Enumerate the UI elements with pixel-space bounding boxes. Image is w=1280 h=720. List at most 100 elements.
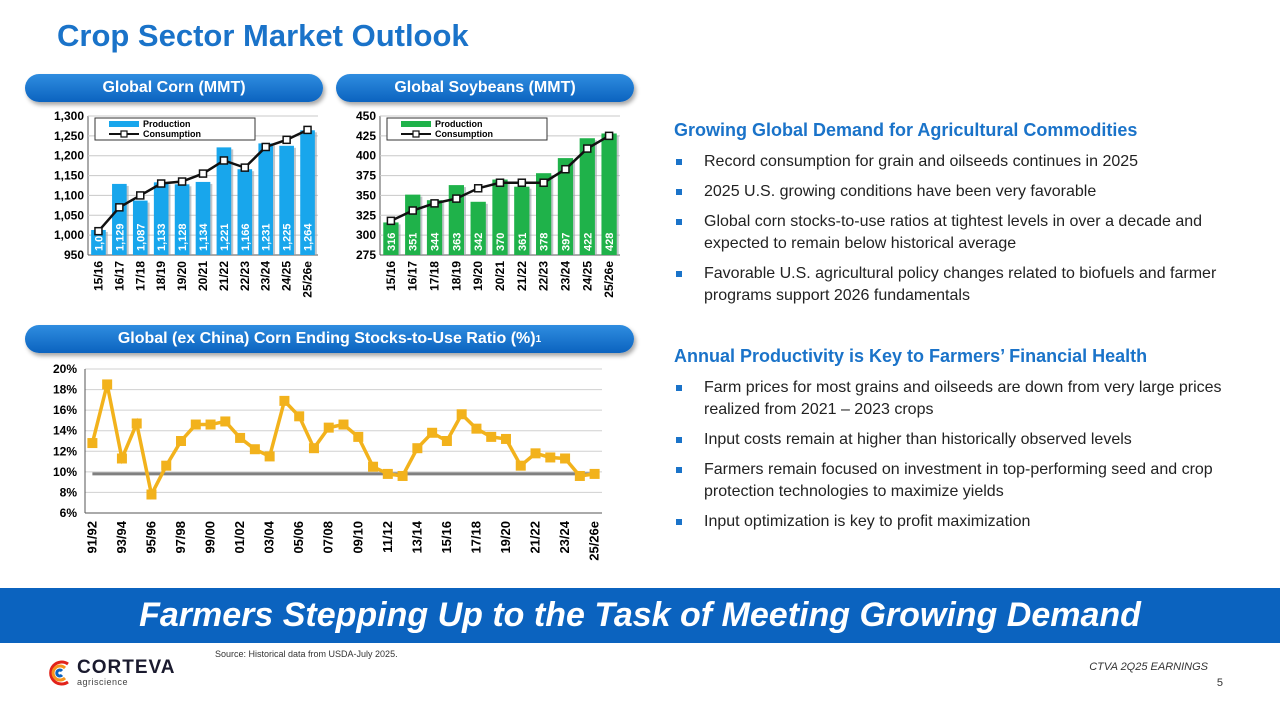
corn-consumption-marker [240, 163, 250, 172]
corn-production-bar [258, 143, 274, 255]
demand-section: Growing Global Demand for Agricultural C… [674, 120, 1254, 315]
corn-consumption-marker [177, 177, 187, 186]
corn-bar-data-label: 1,221 [219, 223, 231, 251]
stu-y-tick-label: 12% [53, 444, 77, 458]
demand-bullet: Record consumption for grain and oilseed… [674, 151, 1254, 173]
logo-name: CORTEVA [77, 657, 176, 678]
corn-bar-data-label: 1,133 [156, 223, 168, 251]
stu-marker [471, 423, 482, 434]
stu-marker [102, 379, 113, 390]
stu-marker [412, 443, 423, 454]
soy-x-tick-label: 16/17 [406, 261, 420, 291]
soy-bar-data-label: 316 [386, 233, 398, 251]
soy-y-tick-label: 275 [356, 248, 376, 262]
stu-marker [560, 453, 571, 464]
demand-bullet-text: 2025 U.S. growing conditions have been v… [704, 183, 1097, 200]
soy-bar-data-label: 351 [408, 233, 420, 251]
corn-bar-data-label: 1,129 [114, 223, 126, 251]
stu-marker [441, 436, 452, 446]
demand-bullet-list: Record consumption for grain and oilseed… [674, 151, 1254, 307]
stu-y-tick-label: 18% [53, 383, 77, 397]
corn-bar-data-label: 1,264 [303, 223, 315, 251]
corn-production-bar [91, 229, 106, 255]
stu-marker [574, 470, 585, 481]
stu-x-tick-label: 07/08 [321, 521, 336, 554]
productivity-bullet-text: Farmers remain focused on investment in … [704, 461, 1213, 500]
corn-production-bar [279, 145, 294, 255]
stu-y-tick-label: 20% [53, 362, 77, 376]
corn-y-tick-label: 1,200 [54, 149, 84, 163]
corn-x-tick-label: 17/18 [133, 261, 147, 291]
page-title: Crop Sector Market Outlook [57, 18, 469, 53]
stu-marker [323, 422, 334, 433]
soy-legend-consumption-marker [412, 130, 420, 138]
soy-bar-data-label: 342 [473, 233, 485, 251]
corn-x-tick-label: 18/19 [154, 261, 168, 291]
stu-marker [530, 448, 541, 459]
corn-consumption-marker [94, 226, 103, 236]
corn-production-bar [112, 183, 127, 255]
stu-chart-title-text: Global (ex China) Corn Ending Stocks-to-… [117, 330, 536, 347]
corn-bar-data-label: 1,128 [177, 223, 189, 251]
stu-x-tick-label: 13/14 [409, 520, 424, 553]
stu-marker [161, 460, 172, 471]
soy-production-bar [470, 201, 486, 255]
productivity-bullet-list: Farm prices for most grains and oilseeds… [674, 377, 1254, 533]
demand-bullet-text: Global corn stocks-to-use ratios at tigh… [704, 213, 1203, 252]
stu-x-tick-label: 91/92 [84, 521, 99, 554]
soy-y-tick-label: 325 [356, 208, 376, 222]
soy-y-tick-label: 450 [356, 109, 376, 123]
stu-x-tick-label: 97/98 [173, 521, 188, 554]
demand-bullet: 2025 U.S. growing conditions have been v… [674, 181, 1254, 203]
stu-marker [368, 461, 379, 472]
stu-marker [146, 489, 157, 500]
corn-y-tick-label: 1,250 [54, 129, 84, 143]
soy-legend-consumption-label: Consumption [435, 129, 493, 139]
corn-production-bar [174, 184, 190, 255]
soy-consumption-marker [539, 178, 548, 187]
corn-legend-consumption-marker [120, 130, 128, 138]
productivity-bullet: Farm prices for most grains and oilseeds… [674, 377, 1254, 421]
stu-marker [308, 443, 319, 454]
stu-marker [397, 470, 408, 481]
demand-bullet-text: Record consumption for grain and oilseed… [704, 153, 1139, 170]
stu-marker [515, 460, 526, 471]
corn-y-tick-label: 1,050 [54, 208, 84, 222]
stu-chart: 6% 8% 10% 12% 14% 16% 18% 20% 91/92 93/94 95/96 97/… [53, 362, 602, 561]
soy-consumption-marker [408, 206, 417, 215]
corn-bar-data-label: 1,231 [261, 223, 273, 251]
productivity-bullet: Farmers remain focused on investment in … [674, 459, 1254, 503]
soy-chart-title-text: Global Soybeans (MMT) [394, 79, 576, 96]
stu-x-tick-label: 95/96 [143, 521, 158, 554]
earnings-tag: CTVA 2Q25 EARNINGS [1089, 661, 1208, 673]
soy-consumption-marker [452, 194, 461, 203]
soy-production-bar [557, 158, 574, 255]
corteva-mark-icon [49, 660, 69, 685]
corn-y-tick-label: 1,300 [54, 109, 84, 123]
corn-y-tick-label: 1,100 [54, 188, 84, 202]
soy-x-tick-label: 21/22 [515, 261, 529, 291]
stu-x-tick-label: 15/16 [439, 521, 454, 554]
soy-x-tick-label: 17/18 [428, 261, 442, 291]
soy-y-tick-label: 425 [356, 129, 376, 143]
stu-chart-title-footnote: 1 [535, 333, 542, 345]
stu-marker [294, 411, 305, 422]
corn-bar-data-label: 1,166 [240, 223, 252, 251]
demand-bullet: Global corn stocks-to-use ratios at tigh… [674, 211, 1254, 255]
bullet-square-icon [676, 271, 682, 277]
stu-x-tick-label: 11/12 [380, 521, 395, 553]
stu-marker [220, 416, 231, 427]
banner-text: Farmers Stepping Up to the Task of Meeti… [139, 596, 1141, 634]
soy-x-tick-label: 20/21 [493, 261, 507, 291]
corn-x-tick-label: 24/25 [280, 261, 294, 291]
stu-marker [87, 438, 98, 449]
stu-y-tick-label: 16% [53, 403, 77, 417]
soy-bar-data-label: 422 [582, 233, 594, 251]
corn-production-bar [216, 147, 232, 255]
stu-marker [264, 451, 275, 462]
soy-bar-data-label: 397 [560, 233, 572, 251]
soy-production-bar [514, 186, 530, 255]
corn-chart-title-text: Global Corn (MMT) [102, 79, 246, 96]
stu-marker [279, 395, 290, 406]
productivity-heading: Annual Productivity is Key to Farmers’ F… [674, 346, 1148, 366]
